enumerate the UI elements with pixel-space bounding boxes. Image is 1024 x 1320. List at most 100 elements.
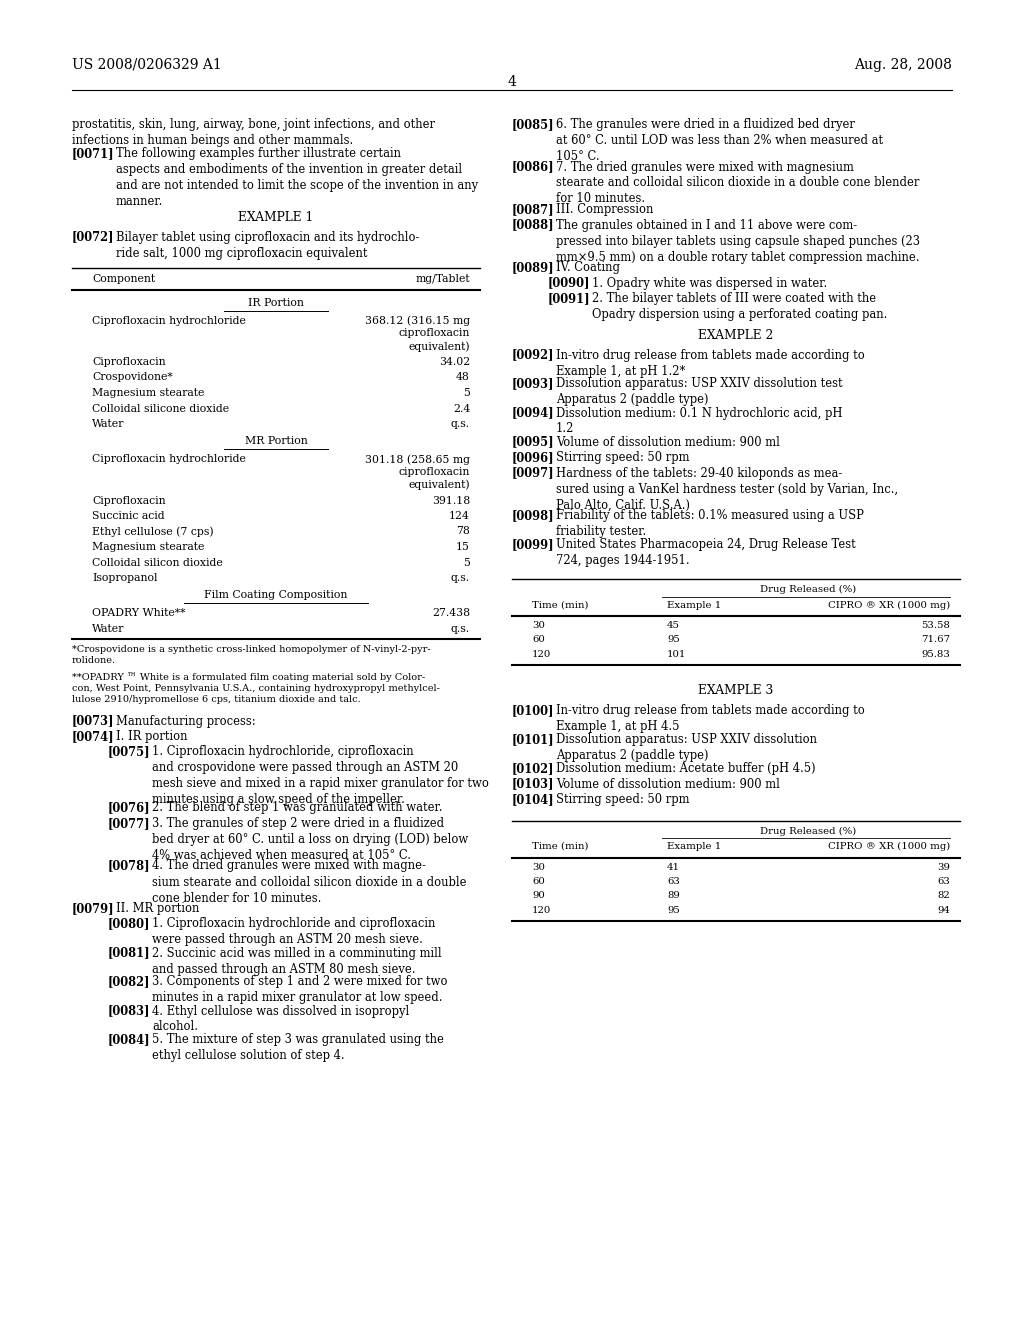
Text: mg/Tablet: mg/Tablet bbox=[416, 275, 470, 285]
Text: 60: 60 bbox=[532, 876, 545, 886]
Text: Time (min): Time (min) bbox=[532, 601, 589, 610]
Text: Magnesium stearate: Magnesium stearate bbox=[92, 543, 205, 552]
Text: 60: 60 bbox=[532, 635, 545, 644]
Text: US 2008/0206329 A1: US 2008/0206329 A1 bbox=[72, 58, 222, 73]
Text: [0102]: [0102] bbox=[512, 762, 555, 775]
Text: 95: 95 bbox=[667, 635, 680, 644]
Text: Time (min): Time (min) bbox=[532, 842, 589, 851]
Text: EXAMPLE 2: EXAMPLE 2 bbox=[698, 329, 774, 342]
Text: 2. Succinic acid was milled in a comminuting mill
and passed through an ASTM 80 : 2. Succinic acid was milled in a comminu… bbox=[152, 946, 441, 975]
Text: [0075]: [0075] bbox=[108, 746, 151, 759]
Text: 1. Ciprofloxacin hydrochloride and ciprofloxacin
were passed through an ASTM 20 : 1. Ciprofloxacin hydrochloride and cipro… bbox=[152, 917, 435, 946]
Text: 4. The dried granules were mixed with magne-
sium stearate and colloidal silicon: 4. The dried granules were mixed with ma… bbox=[152, 859, 467, 904]
Text: [0092]: [0092] bbox=[512, 348, 555, 362]
Text: I. IR portion: I. IR portion bbox=[116, 730, 187, 743]
Text: Component: Component bbox=[92, 275, 155, 285]
Text: [0072]: [0072] bbox=[72, 231, 115, 243]
Text: [0095]: [0095] bbox=[512, 436, 555, 449]
Text: 39: 39 bbox=[937, 862, 950, 871]
Text: [0094]: [0094] bbox=[512, 407, 555, 420]
Text: [0082]: [0082] bbox=[108, 975, 151, 989]
Text: Aug. 28, 2008: Aug. 28, 2008 bbox=[854, 58, 952, 73]
Text: [0085]: [0085] bbox=[512, 117, 555, 131]
Text: [0083]: [0083] bbox=[108, 1005, 151, 1018]
Text: Hardness of the tablets: 29-40 kiloponds as mea-
sured using a VanKel hardness t: Hardness of the tablets: 29-40 kiloponds… bbox=[556, 466, 898, 511]
Text: [0078]: [0078] bbox=[108, 859, 151, 873]
Text: [0087]: [0087] bbox=[512, 203, 555, 216]
Text: 30: 30 bbox=[532, 862, 545, 871]
Text: Drug Released (%): Drug Released (%) bbox=[761, 585, 857, 594]
Text: Volume of dissolution medium: 900 ml: Volume of dissolution medium: 900 ml bbox=[556, 777, 780, 791]
Text: *Crospovidone is a synthetic cross-linked homopolymer of N-vinyl-2-pyr-
rolidone: *Crospovidone is a synthetic cross-linke… bbox=[72, 645, 431, 665]
Text: [0100]: [0100] bbox=[512, 704, 555, 717]
Text: IR Portion: IR Portion bbox=[248, 298, 304, 308]
Text: 101: 101 bbox=[667, 649, 686, 659]
Text: 6. The granules were dried in a fluidized bed dryer
at 60° C. until LOD was less: 6. The granules were dried in a fluidize… bbox=[556, 117, 883, 162]
Text: Stirring speed: 50 rpm: Stirring speed: 50 rpm bbox=[556, 451, 689, 465]
Text: [0077]: [0077] bbox=[108, 817, 151, 830]
Text: The following examples further illustrate certain
aspects and embodiments of the: The following examples further illustrat… bbox=[116, 147, 478, 209]
Text: Ethyl cellulose (7 cps): Ethyl cellulose (7 cps) bbox=[92, 527, 214, 537]
Text: IV. Coating: IV. Coating bbox=[556, 261, 620, 275]
Text: In-vitro drug release from tablets made according to
Example 1, at pH 4.5: In-vitro drug release from tablets made … bbox=[556, 704, 864, 733]
Text: 34.02: 34.02 bbox=[438, 356, 470, 367]
Text: prostatitis, skin, lung, airway, bone, joint infections, and other
infections in: prostatitis, skin, lung, airway, bone, j… bbox=[72, 117, 435, 147]
Text: The granules obtained in I and 11 above were com-
pressed into bilayer tablets u: The granules obtained in I and 11 above … bbox=[556, 219, 920, 264]
Text: Example 1: Example 1 bbox=[667, 601, 721, 610]
Text: [0090]: [0090] bbox=[548, 276, 591, 289]
Text: 3. Components of step 1 and 2 were mixed for two
minutes in a rapid mixer granul: 3. Components of step 1 and 2 were mixed… bbox=[152, 975, 447, 1005]
Text: 7. The dried granules were mixed with magnesium
stearate and colloidal silicon d: 7. The dried granules were mixed with ma… bbox=[556, 161, 920, 206]
Text: Water: Water bbox=[92, 623, 124, 634]
Text: CIPRO ® XR (1000 mg): CIPRO ® XR (1000 mg) bbox=[827, 842, 950, 851]
Text: 5: 5 bbox=[463, 388, 470, 399]
Text: III. Compression: III. Compression bbox=[556, 203, 653, 216]
Text: **OPADRY ™ White is a formulated film coating material sold by Color-
con, West : **OPADRY ™ White is a formulated film co… bbox=[72, 672, 440, 704]
Text: q.s.: q.s. bbox=[451, 418, 470, 429]
Text: Colloidal silicone dioxide: Colloidal silicone dioxide bbox=[92, 404, 229, 413]
Text: 78: 78 bbox=[456, 527, 470, 536]
Text: [0086]: [0086] bbox=[512, 161, 555, 173]
Text: q.s.: q.s. bbox=[451, 623, 470, 634]
Text: 3. The granules of step 2 were dried in a fluidized
bed dryer at 60° C. until a : 3. The granules of step 2 were dried in … bbox=[152, 817, 468, 862]
Text: CIPRO ® XR (1000 mg): CIPRO ® XR (1000 mg) bbox=[827, 601, 950, 610]
Text: Drug Released (%): Drug Released (%) bbox=[761, 826, 857, 836]
Text: 301.18 (258.65 mg
ciprofloxacin
equivalent): 301.18 (258.65 mg ciprofloxacin equivale… bbox=[365, 454, 470, 490]
Text: Isopropanol: Isopropanol bbox=[92, 573, 158, 583]
Text: [0101]: [0101] bbox=[512, 733, 555, 746]
Text: Bilayer tablet using ciprofloxacin and its hydrochlo-
ride salt, 1000 mg ciprofl: Bilayer tablet using ciprofloxacin and i… bbox=[116, 231, 420, 260]
Text: 30: 30 bbox=[532, 620, 545, 630]
Text: [0074]: [0074] bbox=[72, 730, 115, 743]
Text: 120: 120 bbox=[532, 906, 551, 915]
Text: Dissolution medium: 0.1 N hydrochloric acid, pH
1.2: Dissolution medium: 0.1 N hydrochloric a… bbox=[556, 407, 843, 436]
Text: Magnesium stearate: Magnesium stearate bbox=[92, 388, 205, 399]
Text: 53.58: 53.58 bbox=[922, 620, 950, 630]
Text: EXAMPLE 1: EXAMPLE 1 bbox=[239, 211, 313, 224]
Text: 124: 124 bbox=[450, 511, 470, 521]
Text: [0071]: [0071] bbox=[72, 147, 115, 160]
Text: Example 1: Example 1 bbox=[667, 842, 721, 851]
Text: Water: Water bbox=[92, 418, 124, 429]
Text: [0088]: [0088] bbox=[512, 219, 555, 231]
Text: [0073]: [0073] bbox=[72, 714, 115, 727]
Text: Stirring speed: 50 rpm: Stirring speed: 50 rpm bbox=[556, 793, 689, 807]
Text: EXAMPLE 3: EXAMPLE 3 bbox=[698, 685, 773, 697]
Text: 120: 120 bbox=[532, 649, 551, 659]
Text: [0104]: [0104] bbox=[512, 793, 555, 807]
Text: Ciprofloxacin hydrochloride: Ciprofloxacin hydrochloride bbox=[92, 454, 246, 465]
Text: In-vitro drug release from tablets made according to
Example 1, at pH 1.2*: In-vitro drug release from tablets made … bbox=[556, 348, 864, 378]
Text: 82: 82 bbox=[937, 891, 950, 900]
Text: MR Portion: MR Portion bbox=[245, 437, 307, 446]
Text: [0093]: [0093] bbox=[512, 378, 555, 391]
Text: q.s.: q.s. bbox=[451, 573, 470, 583]
Text: 391.18: 391.18 bbox=[432, 495, 470, 506]
Text: [0103]: [0103] bbox=[512, 777, 555, 791]
Text: [0080]: [0080] bbox=[108, 917, 151, 931]
Text: 1. Opadry white was dispersed in water.: 1. Opadry white was dispersed in water. bbox=[592, 276, 827, 289]
Text: 71.67: 71.67 bbox=[921, 635, 950, 644]
Text: Crospovidone*: Crospovidone* bbox=[92, 372, 173, 383]
Text: [0089]: [0089] bbox=[512, 261, 555, 275]
Text: [0098]: [0098] bbox=[512, 510, 555, 521]
Text: Ciprofloxacin: Ciprofloxacin bbox=[92, 495, 166, 506]
Text: 2.4: 2.4 bbox=[453, 404, 470, 413]
Text: Colloidal silicon dioxide: Colloidal silicon dioxide bbox=[92, 557, 223, 568]
